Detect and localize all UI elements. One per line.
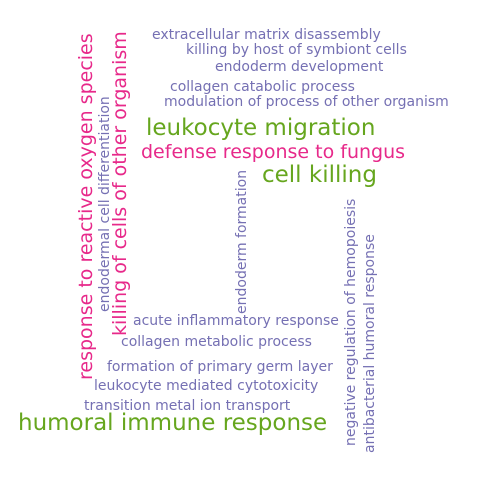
word-formation-of-primary-germ-layer: formation of primary germ layer: [107, 359, 333, 375]
word-killing-by-host-of-symbiont-cells: killing by host of symbiont cells: [186, 42, 407, 58]
word-modulation-of-process-of-other-organism: modulation of process of other organism: [164, 94, 449, 110]
word-collagen-metabolic-process: collagen metabolic process: [121, 334, 312, 350]
word-collagen-catabolic-process: collagen catabolic process: [170, 79, 355, 95]
word-leukocyte-migration: leukocyte migration: [146, 115, 376, 141]
word-killing-of-cells-of-other-organism: killing of cells of other organism: [109, 31, 131, 336]
word-leukocyte-mediated-cytotoxicity: leukocyte mediated cytotoxicity: [94, 378, 319, 394]
word-acute-inflammatory-response: acute inflammatory response: [133, 313, 339, 329]
word-defense-response-to-fungus: defense response to fungus: [141, 141, 406, 163]
word-negative-regulation-of-hemopoiesis: negative regulation of hemopoiesis: [343, 198, 359, 446]
word-transition-metal-ion-transport: transition metal ion transport: [84, 398, 291, 414]
word-humoral-immune-response: humoral immune response: [18, 410, 328, 436]
word-endoderm-development: endoderm development: [215, 59, 384, 75]
word-response-to-reactive-oxygen-species: response to reactive oxygen species: [75, 33, 97, 380]
word-cell-killing: cell killing: [262, 162, 377, 188]
word-extracellular-matrix-disassembly: extracellular matrix disassembly: [152, 27, 381, 43]
word-antibacterial-humoral-response: antibacterial humoral response: [362, 234, 378, 453]
word-endoderm-formation: endoderm formation: [234, 169, 250, 314]
